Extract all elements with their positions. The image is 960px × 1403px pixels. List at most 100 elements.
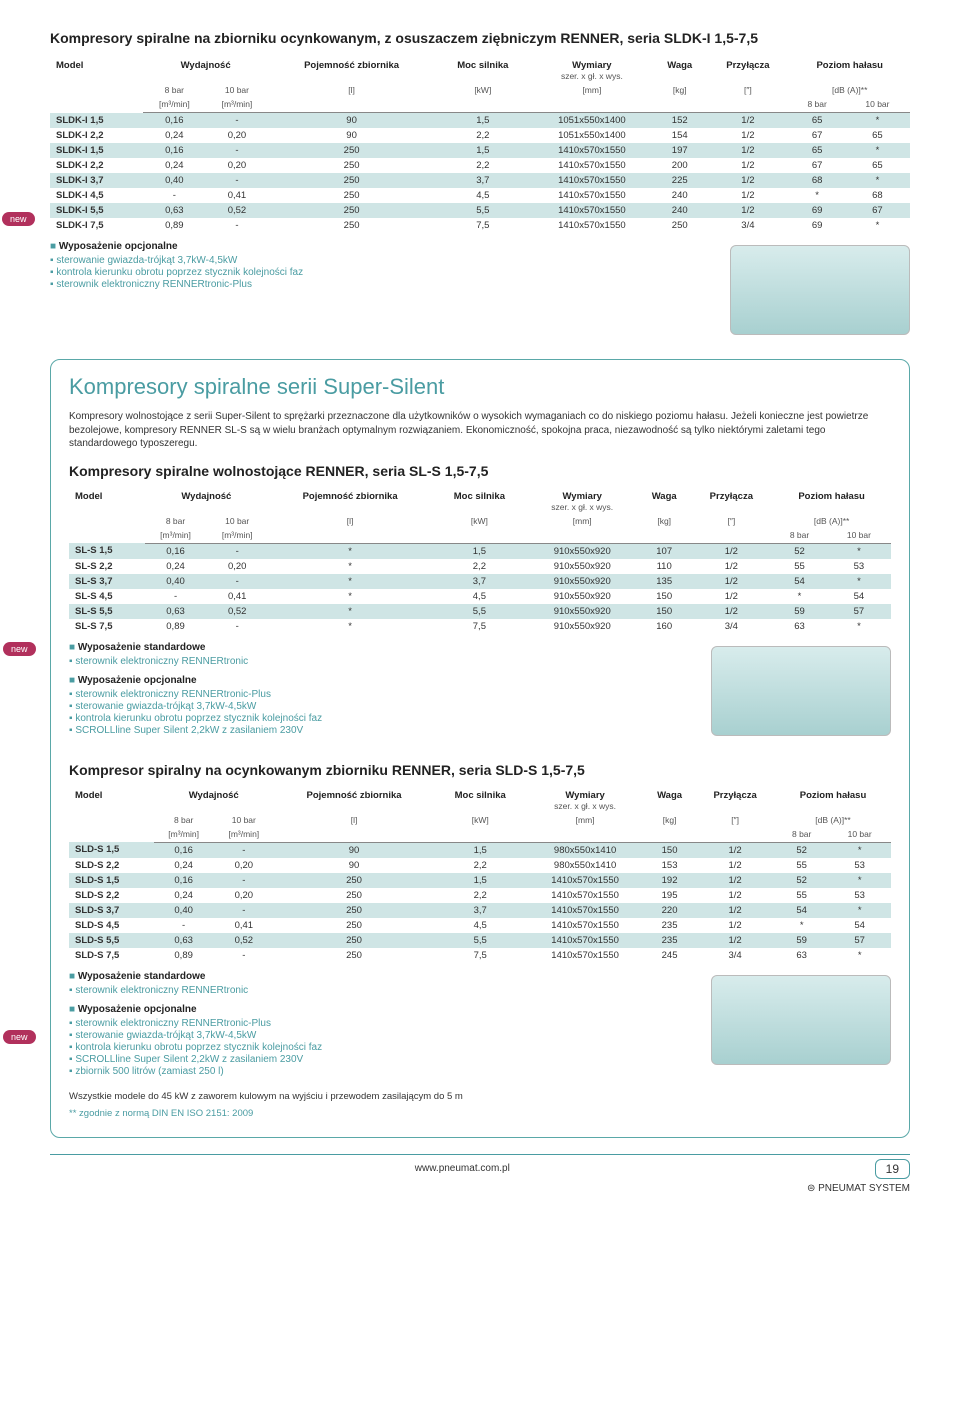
table-cell: 55 [772, 559, 827, 574]
table-cell: SLD-S 5,5 [69, 933, 154, 948]
table-cell: 1/2 [690, 589, 772, 604]
table-cell: SLD-S 1,5 [69, 873, 154, 888]
table-cell: 1410x570x1550 [526, 918, 644, 933]
table-cell: 1,5 [435, 143, 531, 158]
table-cell: 1410x570x1550 [531, 158, 653, 173]
table-cell: - [154, 918, 214, 933]
table-cell: SLDK-I 7,5 [50, 218, 143, 233]
table-cell: 0,63 [143, 203, 206, 218]
table-cell: 4,5 [435, 188, 531, 203]
table-row: SL-S 1,50,16-*1,5910x550x9201071/252* [69, 543, 891, 559]
table-row: SLD-S 1,50,16-2501,51410x570x15501921/25… [69, 873, 891, 888]
table-row: SL-S 2,20,240,20*2,2910x550x9201101/2555… [69, 559, 891, 574]
table-row: SLDK-I 5,50,630,522505,51410x570x1550240… [50, 203, 910, 218]
table-cell: SLDK-I 2,2 [50, 128, 143, 143]
table-cell: * [789, 188, 844, 203]
table-cell: 1051x550x1400 [531, 113, 653, 129]
table-cell: 225 [653, 173, 706, 188]
table-cell: SLDK-I 4,5 [50, 188, 143, 203]
table-cell: 2,2 [434, 888, 526, 903]
table-cell: SLDK-I 1,5 [50, 113, 143, 129]
table-cell: 0,20 [214, 858, 274, 873]
table-cell: 53 [827, 559, 891, 574]
table-cell: 1/2 [706, 143, 789, 158]
table-cell: 1/2 [695, 873, 775, 888]
table-cell: 250 [268, 218, 435, 233]
table-cell: SLDK-I 3,7 [50, 173, 143, 188]
super-silent-heading: Kompresory spiralne serii Super-Silent [69, 374, 891, 400]
table-cell: 1051x550x1400 [531, 128, 653, 143]
table-cell: 250 [653, 218, 706, 233]
table-cell: 2,2 [435, 128, 531, 143]
table-cell: 65 [845, 128, 910, 143]
table-cell: * [827, 543, 891, 559]
table-cell: 90 [274, 842, 434, 858]
table-cell: 250 [268, 173, 435, 188]
table-cell: - [206, 543, 268, 559]
table-cell: 0,24 [143, 128, 206, 143]
table-cell: 1/2 [695, 903, 775, 918]
table-cell: 52 [775, 842, 828, 858]
table-cell: 1/2 [706, 113, 789, 129]
table-cell: 0,16 [143, 143, 206, 158]
title-strong: SLDK-I 1,5-7,5 [664, 30, 758, 46]
footnote-1: Wszystkie modele do 45 kW z zaworem kulo… [69, 1091, 891, 1102]
table-body: SLD-S 1,50,16-901,5980x550x14101501/252*… [69, 842, 891, 963]
table-cell: SLD-S 1,5 [69, 842, 154, 858]
table-cell: 3/4 [706, 218, 789, 233]
table-cell: * [268, 589, 432, 604]
table-cell: 250 [274, 873, 434, 888]
table-cell: 0,52 [206, 604, 268, 619]
table-cell: SL-S 3,7 [69, 574, 145, 589]
new-badge-2: new [3, 642, 36, 656]
table-row: SLD-S 7,50,89-2507,51410x570x15502453/46… [69, 948, 891, 963]
table-cell: - [206, 218, 269, 233]
table-row: SL-S 3,70,40-*3,7910x550x9201351/254* [69, 574, 891, 589]
table-cell: 910x550x920 [527, 574, 638, 589]
table-cell: 7,5 [435, 218, 531, 233]
table-cell: 3/4 [690, 619, 772, 634]
table-cell: 160 [638, 619, 691, 634]
table-cell: 200 [653, 158, 706, 173]
table-cell: 68 [845, 188, 910, 203]
sub2-strong: SLD-S 1,5-7,5 [495, 762, 584, 778]
table-cell: * [268, 619, 432, 634]
table-cell: - [206, 113, 269, 129]
table-cell: - [214, 873, 274, 888]
table-cell: SLDK-I 5,5 [50, 203, 143, 218]
table-row: SLD-S 1,50,16-901,5980x550x14101501/252* [69, 842, 891, 858]
table-cell: 1410x570x1550 [526, 933, 644, 948]
table-cell: * [772, 589, 827, 604]
table-cell: 1/2 [706, 203, 789, 218]
table-cell: 5,5 [432, 604, 526, 619]
table-cell: SLDK-I 1,5 [50, 143, 143, 158]
table-head: Model Wydajność Pojemność zbiornika Moc … [69, 788, 891, 843]
table-cell: 54 [827, 589, 891, 604]
table-cell: 250 [274, 888, 434, 903]
table-cell: 59 [775, 933, 828, 948]
table-cell: 59 [772, 604, 827, 619]
table-cell: 4,5 [434, 918, 526, 933]
table-cell: * [828, 903, 891, 918]
table-cell: 250 [274, 948, 434, 963]
footnote-2: ** zgodnie z normą DIN EN ISO 2151: 2009 [69, 1108, 891, 1119]
table-row: SLDK-I 2,20,240,202502,21410x570x1550200… [50, 158, 910, 173]
product-image-1 [730, 245, 910, 335]
table-cell: SLDK-I 2,2 [50, 158, 143, 173]
table-cell: 0,40 [145, 574, 207, 589]
table-cell: - [214, 903, 274, 918]
table-cell: 1,5 [434, 842, 526, 858]
table-cell: 0,63 [145, 604, 207, 619]
table-cell: 7,5 [434, 948, 526, 963]
slds-heading: Kompresor spiralny na ocynkowanym zbiorn… [69, 762, 891, 778]
table-cell: 250 [268, 188, 435, 203]
table-cell: 0,24 [143, 158, 206, 173]
table-cell: 250 [274, 918, 434, 933]
table-cell: * [775, 918, 828, 933]
table-cell: 0,41 [206, 188, 269, 203]
table-cell: 1/2 [706, 158, 789, 173]
table-cell: 2,2 [434, 858, 526, 873]
table-row: SLDK-I 3,70,40-2503,71410x570x15502251/2… [50, 173, 910, 188]
table-cell: 0,41 [206, 589, 268, 604]
table-cell: 240 [653, 203, 706, 218]
